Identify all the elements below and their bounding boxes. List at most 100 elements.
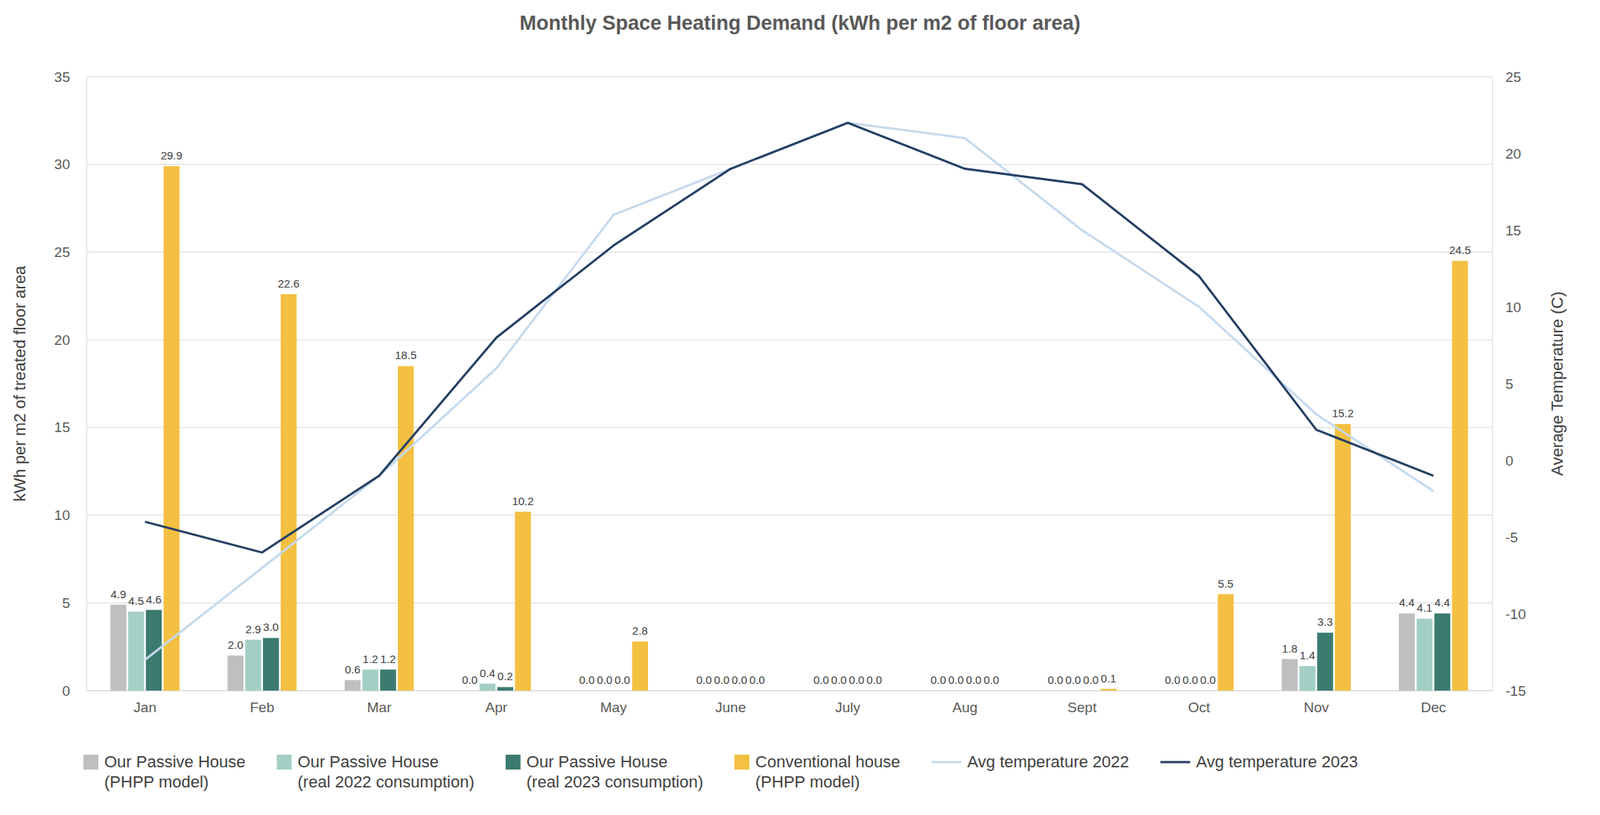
data-label: 2.8 bbox=[632, 624, 649, 637]
data-label: 4.6 bbox=[145, 592, 162, 606]
bar bbox=[1065, 690, 1081, 692]
data-label: 0.0 bbox=[866, 673, 882, 687]
bar bbox=[145, 610, 162, 691]
tick-label: 5 bbox=[1505, 376, 1514, 392]
data-label: 1.4 bbox=[1299, 648, 1316, 662]
tick-label: 5 bbox=[61, 595, 71, 611]
legend-label: Avg temperature 2022 bbox=[967, 752, 1130, 771]
data-label: 1.2 bbox=[362, 652, 379, 666]
bar bbox=[1316, 632, 1333, 691]
grid-line bbox=[86, 426, 1492, 428]
data-label: 1.2 bbox=[380, 652, 397, 666]
data-label: 0.0 bbox=[614, 673, 631, 687]
data-labels: 4.92.00.60.00.00.00.00.00.00.01.84.44.52… bbox=[110, 148, 1472, 687]
bar bbox=[848, 690, 865, 692]
bar bbox=[479, 683, 496, 691]
data-label: 22.6 bbox=[277, 277, 300, 290]
tick: 15 bbox=[1491, 222, 1522, 239]
legend-item: Avg temperature 2023 bbox=[1160, 752, 1358, 771]
tick: July bbox=[835, 690, 861, 716]
chart: Monthly Space Heating Demand (kWh per m2… bbox=[0, 0, 1600, 815]
data-label: 15.2 bbox=[1331, 406, 1354, 420]
bar bbox=[227, 655, 244, 691]
bar bbox=[632, 641, 649, 691]
bar bbox=[110, 604, 126, 691]
tick-label: 0 bbox=[61, 683, 71, 699]
data-label: 0.0 bbox=[948, 673, 964, 687]
tick-label: 0 bbox=[1505, 452, 1514, 469]
bar bbox=[713, 690, 730, 692]
tick-label: May bbox=[600, 699, 628, 716]
legend-swatch bbox=[83, 754, 99, 770]
data-label: 4.5 bbox=[128, 594, 144, 608]
tick: June bbox=[715, 690, 746, 716]
axis-line bbox=[87, 690, 1493, 692]
bar bbox=[866, 690, 882, 692]
tick: 30 bbox=[54, 156, 87, 173]
data-label: 0.0 bbox=[749, 673, 765, 687]
tick: Sept bbox=[1067, 690, 1098, 716]
tick: Dec bbox=[1420, 690, 1446, 716]
bar bbox=[596, 690, 613, 692]
data-label: 24.5 bbox=[1448, 243, 1471, 257]
tick-label: Nov bbox=[1303, 699, 1329, 716]
tick: Mar bbox=[367, 690, 392, 716]
tick-label: -15 bbox=[1505, 683, 1526, 699]
data-label: 0.0 bbox=[831, 673, 847, 687]
grid bbox=[86, 76, 1492, 691]
data-label: 0.0 bbox=[813, 673, 830, 687]
legend-label: Our Passive House(PHPP model) bbox=[104, 752, 246, 792]
y2-axis-title: Average Temperature (C) bbox=[1547, 291, 1567, 476]
data-label: 3.0 bbox=[262, 620, 279, 634]
tick: 25 bbox=[54, 244, 87, 260]
legend-swatch bbox=[1160, 761, 1191, 764]
grid-line bbox=[86, 163, 1492, 165]
tick-label: July bbox=[835, 699, 861, 716]
data-label: 29.9 bbox=[160, 148, 183, 162]
bar bbox=[1334, 423, 1351, 691]
tick: Feb bbox=[250, 690, 275, 716]
bar bbox=[1398, 613, 1415, 691]
bar bbox=[1047, 690, 1063, 692]
legend-swatch bbox=[931, 761, 962, 764]
data-label: 5.5 bbox=[1217, 577, 1234, 590]
data-label: 4.4 bbox=[1398, 595, 1415, 609]
line bbox=[145, 122, 1434, 660]
legend-label-line: Conventional house bbox=[755, 752, 900, 771]
legend-item: Conventional house(PHPP model) bbox=[734, 752, 900, 792]
data-label: 0.2 bbox=[497, 669, 514, 683]
tick: 0 bbox=[61, 683, 87, 699]
data-label: 0.0 bbox=[1065, 673, 1081, 687]
tick-label: 30 bbox=[54, 156, 71, 173]
tick-label: 25 bbox=[54, 244, 71, 260]
tick-label: Oct bbox=[1188, 699, 1211, 716]
data-label: 4.9 bbox=[110, 587, 127, 601]
bar bbox=[1083, 690, 1099, 692]
data-label: 0.6 bbox=[344, 662, 361, 676]
bar bbox=[163, 166, 180, 691]
bar bbox=[966, 690, 982, 692]
tick-label: 35 bbox=[54, 69, 71, 85]
tick: -10 bbox=[1491, 606, 1526, 622]
bar bbox=[344, 680, 361, 691]
tick: Jan bbox=[133, 690, 157, 716]
legend-item: Our Passive House(real 2023 consumption) bbox=[505, 752, 704, 792]
grid-line bbox=[86, 76, 1492, 78]
tick: 5 bbox=[61, 595, 87, 611]
legend-label: Conventional house(PHPP model) bbox=[755, 752, 900, 792]
tick-label: Apr bbox=[485, 699, 509, 716]
bar bbox=[1164, 690, 1181, 692]
grid-line bbox=[86, 251, 1492, 253]
legend-label-line: Avg temperature 2023 bbox=[1196, 752, 1358, 771]
bar bbox=[983, 690, 999, 692]
tick: Apr bbox=[485, 690, 509, 716]
tick: 25 bbox=[1491, 69, 1522, 85]
legend-label-line: Our Passive House bbox=[526, 752, 669, 771]
bar bbox=[1299, 665, 1316, 691]
data-label: 0.0 bbox=[461, 673, 478, 687]
bar bbox=[379, 669, 396, 691]
tick: 10 bbox=[54, 507, 87, 523]
data-label: 0.0 bbox=[983, 673, 1000, 687]
bar bbox=[397, 365, 414, 691]
data-label: 10.2 bbox=[511, 494, 534, 508]
